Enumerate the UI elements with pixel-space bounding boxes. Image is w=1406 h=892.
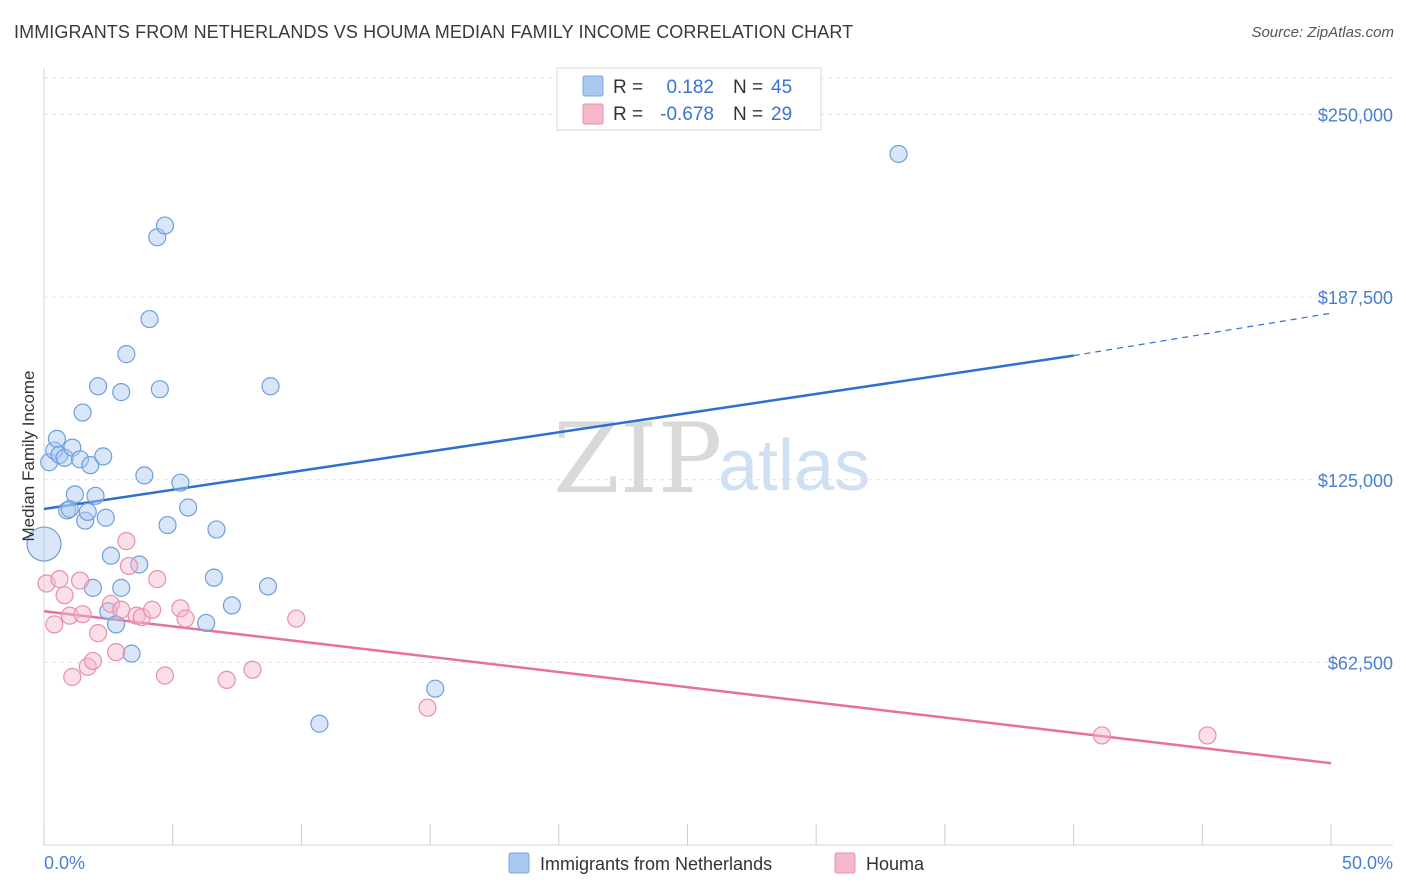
- watermark-atlas: atlas: [718, 426, 870, 506]
- series-legend-swatch-pink: [834, 852, 856, 874]
- y-tick-label: $250,000: [1318, 106, 1393, 126]
- point-netherlands: [258, 577, 278, 596]
- y-axis-tick-labels: $62,500 $125,000 $187,500 $250,000: [1318, 106, 1393, 674]
- point-houma: [148, 570, 167, 589]
- trend-line-houma: [43, 610, 1332, 765]
- point-houma: [73, 605, 92, 624]
- point-houma: [418, 698, 437, 717]
- point-netherlands: [158, 515, 177, 535]
- point-netherlands: [207, 520, 226, 539]
- legend-r-value-1: 0.182: [666, 77, 714, 98]
- point-netherlands: [112, 578, 131, 597]
- point-netherlands: [261, 377, 280, 396]
- point-netherlands: [86, 486, 105, 505]
- point-houma: [287, 609, 306, 628]
- point-netherlands: [122, 644, 141, 663]
- series-legend-swatch-blue: [508, 852, 530, 874]
- point-netherlands: [73, 403, 92, 422]
- legend-n-label-2: N =: [733, 104, 763, 125]
- point-houma: [155, 666, 175, 685]
- point-netherlands: [94, 447, 113, 466]
- point-houma: [1092, 726, 1112, 745]
- point-houma: [45, 615, 64, 634]
- legend-r-label-1: R =: [613, 77, 643, 98]
- legend-n-label-1: N =: [733, 77, 763, 98]
- point-netherlands: [171, 473, 190, 492]
- series-legend-label-blue: Immigrants from Netherlands: [540, 854, 772, 874]
- point-houma: [50, 570, 69, 589]
- y-tick-label: $125,000: [1318, 471, 1393, 491]
- point-houma: [217, 670, 236, 690]
- point-houma: [55, 586, 74, 605]
- legend-n-value-1: 45: [771, 77, 792, 98]
- point-netherlands: [112, 383, 131, 402]
- point-houma: [176, 609, 195, 628]
- point-netherlands: [26, 526, 62, 562]
- point-houma: [101, 594, 121, 614]
- point-netherlands: [81, 456, 100, 475]
- point-netherlands: [889, 144, 908, 164]
- legend-swatch-pink: [582, 103, 604, 125]
- y-tick-label: $62,500: [1328, 653, 1393, 673]
- point-houma: [106, 643, 126, 662]
- point-netherlands: [310, 714, 329, 733]
- point-houma: [70, 571, 90, 590]
- source-label: Source: ZipAtlas.com: [1251, 24, 1394, 41]
- stats-legend: R = 0.182 N = 45 R = -0.678 N = 29: [556, 67, 822, 131]
- point-netherlands: [55, 448, 74, 467]
- series-legend-label-pink: Houma: [866, 854, 925, 874]
- point-netherlands: [150, 380, 169, 399]
- point-houma: [132, 607, 151, 627]
- point-netherlands: [47, 429, 66, 448]
- chart-title: IMMIGRANTS FROM NETHERLANDS VS HOUMA MED…: [14, 22, 854, 42]
- x-tick-label-min: 0.0%: [44, 853, 85, 873]
- point-houma: [143, 600, 162, 619]
- series-legend: Immigrants from Netherlands Houma: [508, 852, 925, 874]
- point-netherlands: [70, 450, 90, 469]
- y-tick-label: $187,500: [1318, 288, 1393, 308]
- trend-line-netherlands-extension: [1073, 312, 1332, 357]
- point-netherlands: [96, 508, 115, 527]
- trend-lines: [43, 312, 1332, 765]
- point-netherlands: [65, 485, 84, 504]
- x-tick-label-max: 50.0%: [1342, 853, 1393, 873]
- legend-r-value-2: -0.678: [660, 104, 714, 125]
- point-houma: [1198, 726, 1217, 745]
- y-axis-title: Median Family Income: [19, 370, 38, 541]
- point-houma: [112, 600, 131, 619]
- point-netherlands: [222, 596, 242, 615]
- data-points: [26, 144, 1217, 745]
- legend-n-value-2: 29: [771, 104, 792, 125]
- point-houma: [88, 624, 108, 643]
- point-houma: [78, 657, 97, 676]
- trend-line-netherlands: [43, 354, 1074, 511]
- legend-r-label-2: R =: [613, 104, 643, 125]
- point-houma: [171, 599, 190, 618]
- point-netherlands: [197, 613, 216, 633]
- point-netherlands: [155, 216, 175, 235]
- point-houma: [119, 556, 139, 576]
- point-houma: [63, 667, 82, 687]
- point-netherlands: [179, 498, 198, 517]
- point-netherlands: [88, 377, 108, 396]
- point-houma: [117, 532, 136, 551]
- point-houma: [243, 660, 262, 679]
- point-netherlands: [140, 309, 159, 329]
- point-netherlands: [426, 679, 445, 698]
- point-netherlands: [135, 466, 154, 485]
- axes: [43, 68, 1393, 846]
- point-houma: [83, 651, 103, 671]
- legend-swatch-blue: [582, 75, 604, 97]
- point-netherlands: [204, 568, 223, 587]
- point-netherlands: [78, 502, 97, 522]
- point-netherlands: [101, 546, 121, 565]
- point-netherlands: [117, 345, 136, 364]
- gridlines: [44, 77, 1393, 663]
